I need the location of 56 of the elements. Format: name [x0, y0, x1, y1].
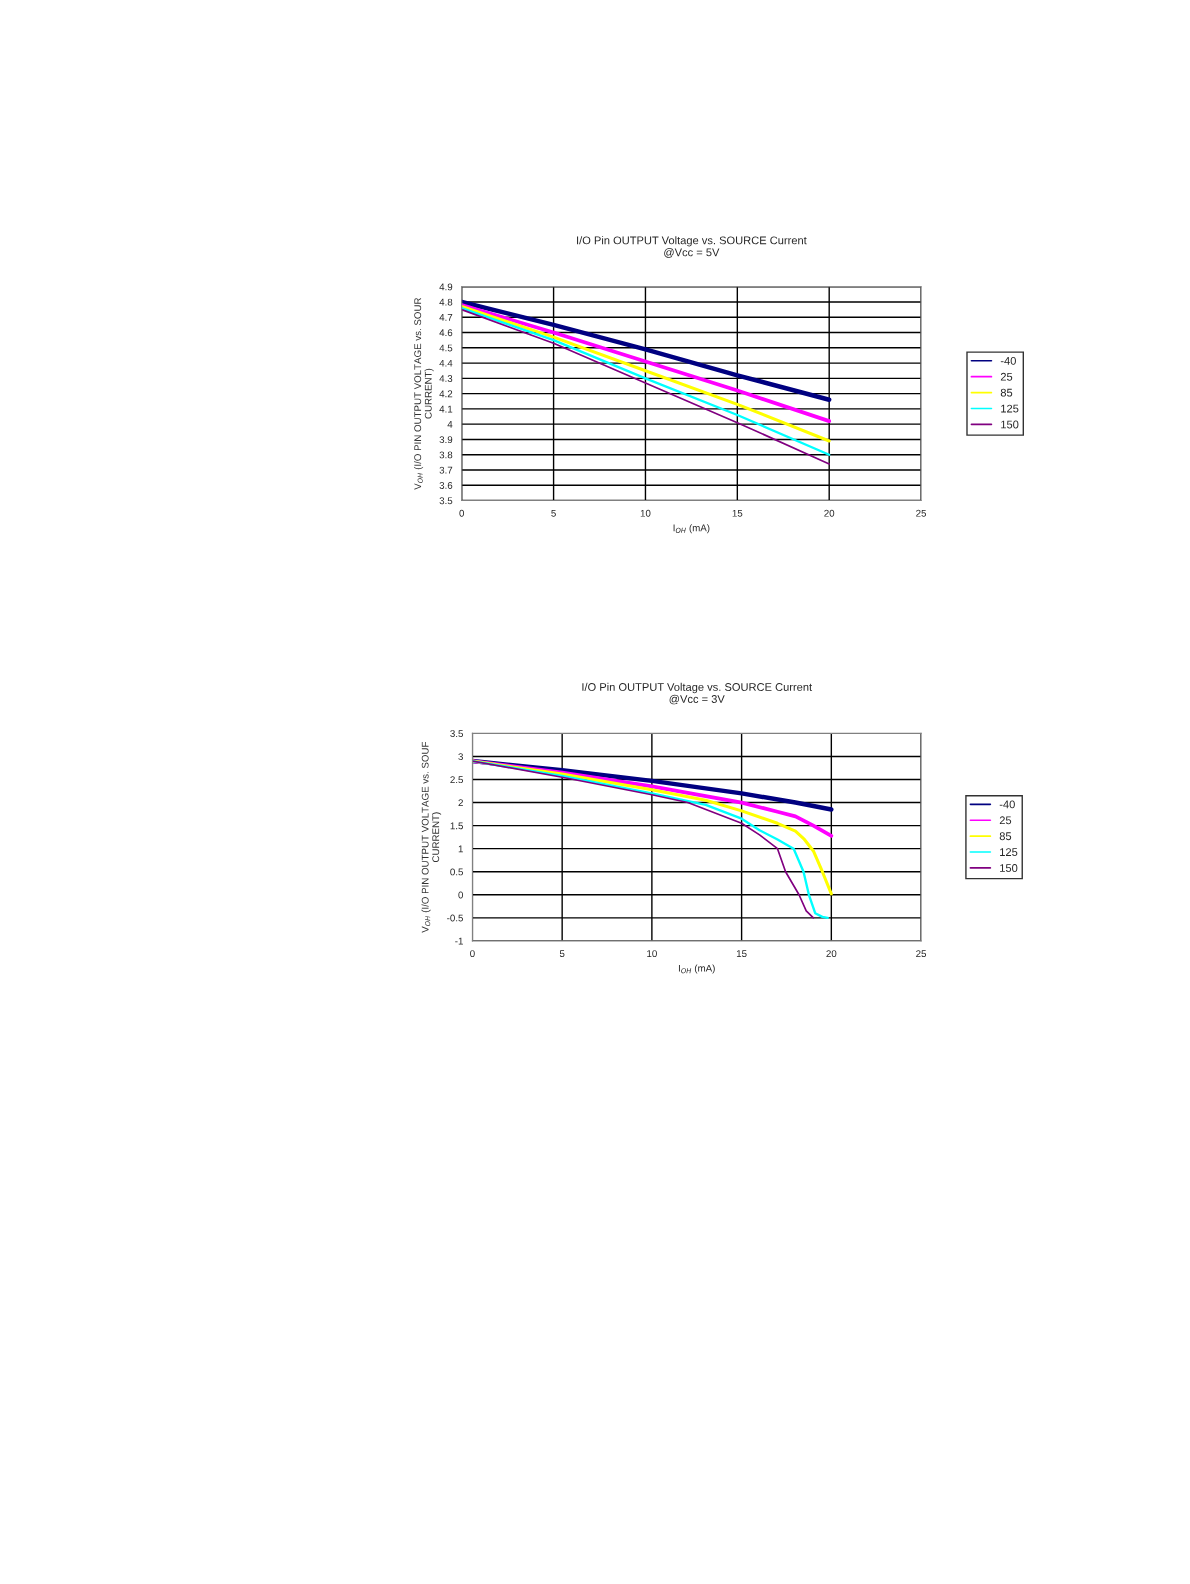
x-tick-label: 15 — [736, 950, 747, 958]
y-tick-label: 4.3 — [439, 375, 453, 382]
y-tick-label: 3.6 — [439, 482, 453, 489]
y-tick-label: 4.7 — [439, 314, 453, 321]
y-tick-label: 1 — [458, 845, 463, 853]
x-tick-label: 5 — [559, 950, 565, 958]
y-tick-label: 4.2 — [439, 390, 453, 398]
y-tick-label: 4.5 — [439, 344, 453, 352]
legend-label: 150 — [1001, 420, 1019, 429]
x-tick-label: 5 — [551, 509, 556, 517]
chart-title: I/O Pin OUTPUT Voltage vs. SOURCE Current — [577, 236, 807, 247]
x-tick-label: 10 — [647, 950, 657, 958]
legend-label: 25 — [1000, 372, 1013, 381]
y-tick-label: 3.5 — [439, 497, 453, 505]
legend-label: 85 — [1000, 388, 1013, 397]
legend-label: 25 — [999, 816, 1012, 825]
x-tick-label: 20 — [824, 509, 835, 517]
x-axis-title: I$_{OH}$ (mA) — [673, 524, 710, 534]
y-tick-label: -0.5 — [447, 914, 463, 922]
y-tick-label: 3 — [458, 753, 463, 761]
x-tick-label: 20 — [826, 950, 837, 958]
y-tick-label: 4.6 — [439, 329, 453, 337]
x-axis-title: I$_{OH}$ (mA) — [678, 964, 715, 974]
legend-label: -40 — [999, 800, 1015, 809]
y-tick-label: 4.8 — [439, 298, 453, 306]
x-tick-label: 10 — [640, 509, 651, 517]
legend-label: 85 — [999, 832, 1012, 841]
chart-subtitle: @Vcc = 3V — [669, 694, 725, 705]
legend-label: 125 — [1000, 848, 1018, 857]
y-tick-label: 1.5 — [450, 822, 463, 830]
x-tick-label: 25 — [916, 509, 927, 517]
y-tick-label: 4 — [447, 421, 453, 428]
y-axis-title: V$_{OH}$ (I/O PIN OUTPUT VOLTAGE vs. SOUR CURRENT) — [414, 297, 434, 490]
y-tick-label: 3.9 — [439, 436, 453, 444]
y-tick-label: 4.1 — [439, 405, 453, 413]
x-tick-label: 15 — [732, 509, 743, 517]
y-tick-label: -1 — [455, 937, 463, 945]
legend-label: 150 — [1000, 864, 1018, 872]
y-tick-label: 4.4 — [439, 359, 453, 367]
y-tick-label: 0.5 — [450, 868, 463, 876]
x-tick-label: 25 — [916, 950, 927, 958]
y-tick-label: 0 — [458, 891, 464, 899]
legend-label: 125 — [1001, 404, 1019, 413]
y-tick-label: 3.7 — [439, 466, 453, 474]
y-tick-label: 4.9 — [439, 283, 453, 291]
y-tick-label: 3.5 — [450, 730, 463, 738]
x-tick-label: 0 — [470, 950, 475, 958]
y-tick-label: 3.8 — [439, 451, 453, 459]
chart-subtitle: @Vcc = 5V — [664, 248, 720, 258]
legend-label: -40 — [1000, 356, 1016, 365]
y-tick-label: 2 — [458, 799, 463, 807]
chart-title: I/O Pin OUTPUT Voltage vs. SOURCE Current — [582, 682, 813, 694]
y-axis-title: V$_{OH}$ (I/O PIN OUTPUT VOLTAGE vs. SOUF CURRENT) — [421, 741, 442, 933]
line-series — [461, 299, 832, 402]
line-series — [461, 303, 832, 423]
y-tick-label: 2.5 — [450, 776, 463, 784]
